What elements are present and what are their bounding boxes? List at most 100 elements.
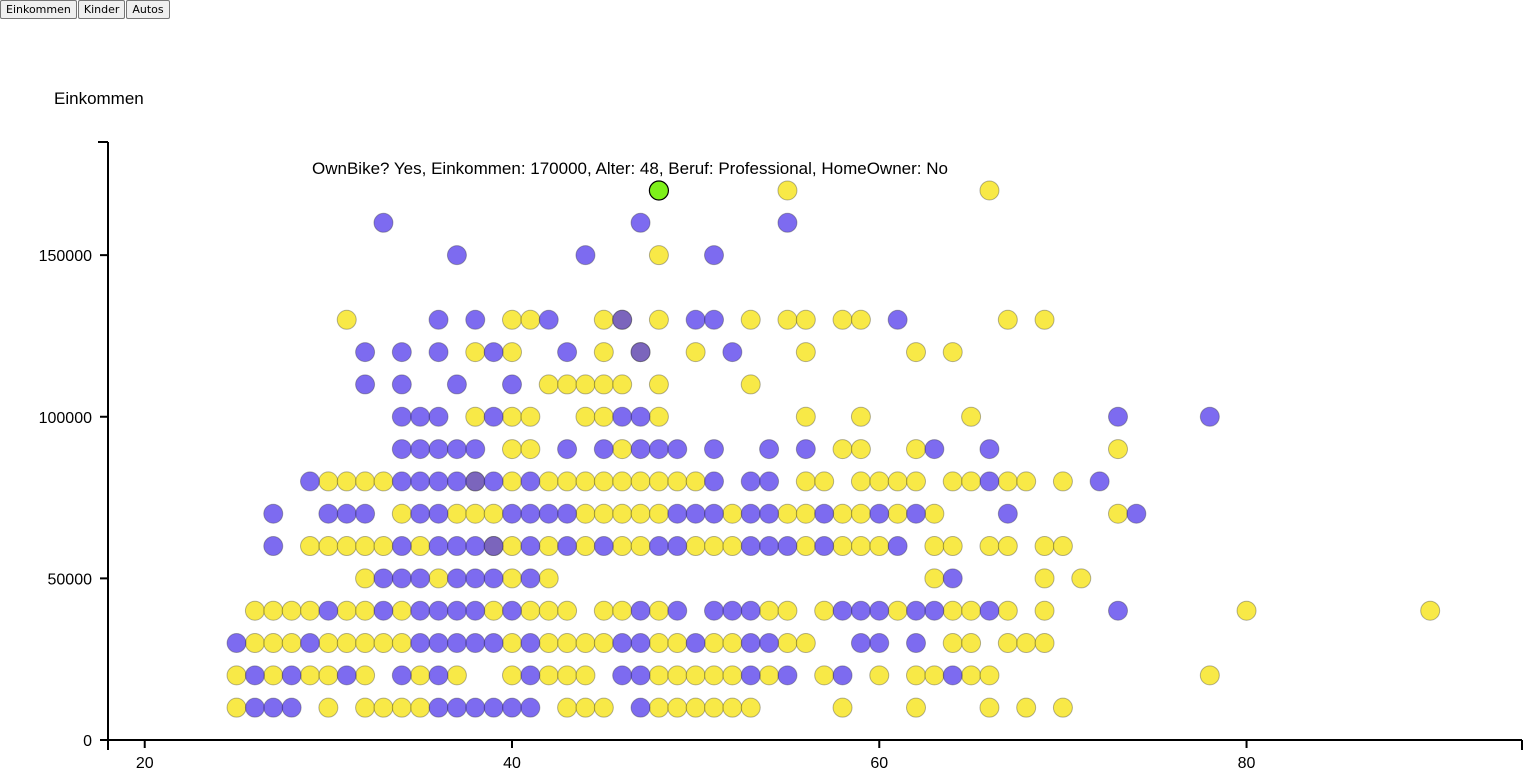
data-point-no[interactable] <box>612 665 633 686</box>
data-point-no[interactable] <box>887 309 908 330</box>
data-point-no[interactable] <box>704 600 724 621</box>
data-point-yes[interactable] <box>814 600 835 621</box>
highlighted-data-point[interactable] <box>648 180 670 201</box>
data-point-no[interactable] <box>446 374 467 395</box>
data-point-yes[interactable] <box>355 665 376 686</box>
data-point-no[interactable] <box>520 503 541 524</box>
data-point-yes[interactable] <box>1034 600 1055 621</box>
data-point-yes[interactable] <box>648 600 669 621</box>
data-point-no[interactable] <box>281 697 302 718</box>
data-point-yes[interactable] <box>795 406 816 427</box>
data-point-no[interactable] <box>465 568 486 589</box>
data-point-no[interactable] <box>300 633 320 654</box>
data-point-yes[interactable] <box>795 342 816 363</box>
data-point-no[interactable] <box>428 697 449 718</box>
data-point-yes[interactable] <box>961 471 982 492</box>
data-point-no[interactable] <box>446 471 467 492</box>
data-point-yes[interactable] <box>961 406 982 427</box>
data-point-yes[interactable] <box>557 374 578 395</box>
data-point-yes[interactable] <box>961 633 982 654</box>
data-point-yes[interactable] <box>446 665 467 686</box>
data-point-yes[interactable] <box>1034 568 1055 589</box>
data-point-yes[interactable] <box>557 665 578 686</box>
data-point-no[interactable] <box>704 245 724 266</box>
data-point-yes[interactable] <box>1108 503 1128 524</box>
data-point-yes[interactable] <box>336 536 357 557</box>
data-point-yes[interactable] <box>667 697 688 718</box>
data-point-no[interactable] <box>502 503 522 524</box>
data-point-yes[interactable] <box>355 697 376 718</box>
data-point-yes[interactable] <box>777 309 798 330</box>
data-point-no[interactable] <box>502 697 522 718</box>
data-point-yes[interactable] <box>850 406 871 427</box>
data-point-yes[interactable] <box>538 568 559 589</box>
data-point-yes[interactable] <box>557 697 578 718</box>
data-point-no[interactable] <box>740 503 761 524</box>
data-point-no[interactable] <box>557 342 578 363</box>
data-point-no[interactable] <box>428 536 449 557</box>
data-point-no[interactable] <box>997 503 1018 524</box>
data-point-no[interactable] <box>593 439 614 460</box>
data-point-no[interactable] <box>502 374 522 395</box>
data-point-yes[interactable] <box>557 471 578 492</box>
data-point-yes[interactable] <box>685 342 706 363</box>
data-point-no[interactable] <box>832 600 853 621</box>
data-point-yes[interactable] <box>795 503 816 524</box>
data-point-yes[interactable] <box>483 503 504 524</box>
data-point-no[interactable] <box>446 697 467 718</box>
data-point-yes[interactable] <box>997 471 1018 492</box>
data-point-no[interactable] <box>850 600 871 621</box>
data-point-yes[interactable] <box>593 342 614 363</box>
data-point-yes[interactable] <box>263 665 284 686</box>
data-point-no[interactable] <box>979 439 1000 460</box>
data-point-no[interactable] <box>869 600 890 621</box>
data-point-yes[interactable] <box>722 697 743 718</box>
data-point-no[interactable] <box>740 665 761 686</box>
data-point-yes[interactable] <box>924 536 945 557</box>
data-point-no[interactable] <box>391 568 412 589</box>
data-point-no[interactable] <box>391 665 412 686</box>
data-point-yes[interactable] <box>630 536 651 557</box>
data-point-no[interactable] <box>520 536 541 557</box>
data-point-yes[interactable] <box>336 309 357 330</box>
data-point-no[interactable] <box>704 503 724 524</box>
data-point-no[interactable] <box>740 600 761 621</box>
data-point-yes[interactable] <box>869 471 890 492</box>
data-point-yes[interactable] <box>502 309 522 330</box>
data-point-yes[interactable] <box>520 439 541 460</box>
data-point-no[interactable] <box>428 665 449 686</box>
data-point-yes[interactable] <box>612 503 633 524</box>
data-point-yes[interactable] <box>410 697 431 718</box>
data-point-yes[interactable] <box>373 633 394 654</box>
data-point-no[interactable] <box>685 309 706 330</box>
data-point-no[interactable] <box>373 212 394 233</box>
data-point-yes[interactable] <box>1236 600 1257 621</box>
data-point-no[interactable] <box>740 471 761 492</box>
data-point-yes[interactable] <box>593 309 614 330</box>
data-point-no[interactable] <box>263 697 284 718</box>
data-point-no[interactable] <box>410 600 431 621</box>
data-point-no[interactable] <box>648 439 669 460</box>
data-point-no[interactable] <box>244 665 265 686</box>
data-point-yes[interactable] <box>685 665 706 686</box>
data-point-yes[interactable] <box>887 471 908 492</box>
data-point-no[interactable] <box>336 665 357 686</box>
data-point-no[interactable] <box>446 536 467 557</box>
data-point-yes[interactable] <box>502 439 522 460</box>
data-point-yes[interactable] <box>667 471 688 492</box>
data-point-no[interactable] <box>428 471 449 492</box>
data-point-yes[interactable] <box>924 503 945 524</box>
data-point-yes[interactable] <box>814 665 835 686</box>
data-point-yes[interactable] <box>336 600 357 621</box>
data-point-no[interactable] <box>428 309 449 330</box>
data-point-no[interactable] <box>520 665 541 686</box>
data-point-yes[interactable] <box>832 309 853 330</box>
data-point-no[interactable] <box>428 439 449 460</box>
data-point-yes[interactable] <box>704 536 724 557</box>
data-point-yes[interactable] <box>1420 600 1441 621</box>
data-point-no[interactable] <box>667 439 688 460</box>
data-point-yes[interactable] <box>612 439 633 460</box>
data-point-no[interactable] <box>557 439 578 460</box>
data-point-yes[interactable] <box>814 471 835 492</box>
data-point-yes[interactable] <box>630 503 651 524</box>
